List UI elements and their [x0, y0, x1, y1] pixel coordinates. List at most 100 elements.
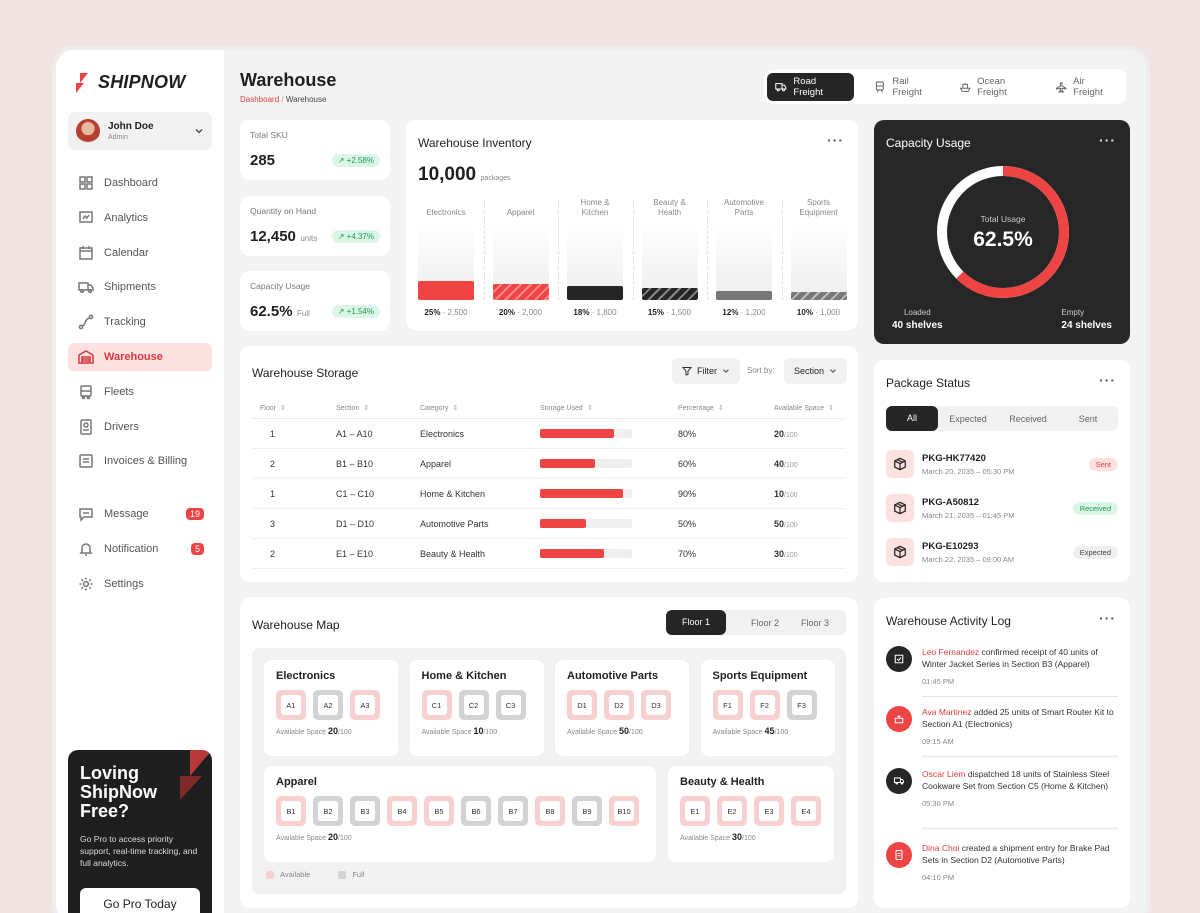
shelf-slot[interactable]: A1: [276, 690, 306, 720]
zone-available: Available Space 10/100: [422, 726, 532, 736]
more-options-icon[interactable]: ···: [827, 132, 844, 148]
activity-user[interactable]: Dina Choi: [922, 843, 960, 853]
shelf-slot[interactable]: B9: [572, 796, 602, 826]
shelf-slot[interactable]: C2: [458, 690, 489, 720]
breadcrumb-dashboard[interactable]: Dashboard: [240, 95, 280, 104]
column-header[interactable]: Floor ⇕: [252, 398, 328, 419]
filter-button[interactable]: Filter: [672, 358, 740, 384]
table-row[interactable]: 2 B1 – B10 Apparel 60% 40/100: [252, 448, 846, 479]
shelf-slot[interactable]: E3: [754, 796, 784, 826]
table-row[interactable]: 1 A1 – A10 Electronics 80% 20/100: [252, 418, 846, 449]
shelf-slot[interactable]: B8: [535, 796, 565, 826]
shelf-slot[interactable]: D3: [641, 690, 671, 720]
tab-received[interactable]: Received: [1009, 413, 1047, 424]
document-icon: [895, 849, 903, 861]
zone-card[interactable]: Apparel B1 B2 B3 B4 B5 B6 B7 B8 B9 B10 Available Sp…: [264, 766, 656, 862]
user-menu[interactable]: John Doe Admin: [68, 112, 212, 150]
shelf-slot[interactable]: B1: [276, 796, 306, 826]
tab-air-freight[interactable]: Air Freight: [1047, 73, 1123, 101]
tab-ocean-freight[interactable]: Ocean Freight: [951, 73, 1043, 101]
sidebar-item-notification[interactable]: Notification 5: [68, 535, 212, 563]
go-pro-button[interactable]: Go Pro Today: [80, 888, 200, 913]
zone-card[interactable]: Sports Equipment F1 F2 F3 Available Space 45…: [700, 660, 835, 756]
activity-item[interactable]: Leo Fernandez confirmed receipt of 40 un…: [886, 646, 1118, 697]
zone-card[interactable]: Beauty & Health E1 E2 E3 E4 Available Space 3…: [668, 766, 834, 862]
shelf-slot[interactable]: E2: [717, 796, 747, 826]
more-options-icon[interactable]: ···: [1099, 610, 1116, 626]
column-header[interactable]: Category ⇕: [412, 398, 532, 419]
column-header[interactable]: Section ⇕: [328, 398, 412, 419]
package-item[interactable]: PKG-A50812 March 21, 2035 – 01:45 PM Recei…: [886, 490, 1118, 526]
tab-all[interactable]: All: [886, 406, 938, 431]
sort-select[interactable]: Section: [784, 358, 848, 384]
tab-floor-2[interactable]: Floor 2: [750, 617, 779, 628]
shelf-slot[interactable]: B5: [424, 796, 454, 826]
more-options-icon[interactable]: ···: [1099, 132, 1116, 148]
sidebar-item-label: Message: [104, 508, 149, 520]
shelf-slot[interactable]: B6: [461, 796, 491, 826]
shelf-slot[interactable]: D1: [567, 690, 597, 720]
zone-slots: B1 B2 B3 B4 B5 B6 B7 B8 B9 B10: [276, 796, 644, 826]
column-header[interactable]: Percentage ⇕: [670, 398, 766, 419]
more-options-icon[interactable]: ···: [1099, 372, 1116, 388]
tab-rail-freight[interactable]: Rail Freight: [866, 73, 947, 101]
activity-item[interactable]: Dina Choi created a shipment entry for B…: [886, 842, 1118, 882]
activity-user[interactable]: Oscar Liem: [922, 769, 966, 779]
package-item[interactable]: PKG-HK77420 March 20, 2035 – 05:30 PM Sent: [886, 446, 1118, 482]
activity-user[interactable]: Leo Fernandez: [922, 647, 980, 657]
shelf-slot[interactable]: C3: [495, 690, 526, 720]
shelf-slot[interactable]: B4: [387, 796, 417, 826]
sidebar-item-fleets[interactable]: Fleets: [68, 378, 212, 406]
sidebar-item-message[interactable]: Message 19: [68, 500, 212, 528]
shelf-slot[interactable]: D2: [604, 690, 634, 720]
sidebar-item-analytics[interactable]: Analytics: [68, 204, 212, 232]
tab-road-freight[interactable]: Road Freight: [767, 73, 854, 101]
activity-item[interactable]: Oscar Liem dispatched 18 units of Stainl…: [886, 768, 1118, 829]
tab-expected[interactable]: Expected: [949, 413, 987, 424]
zone-card[interactable]: Home & Kitchen C1 C2 C3 Available Space 10/1…: [409, 660, 544, 756]
shelf-slot[interactable]: B3: [350, 796, 380, 826]
shelf-slot[interactable]: E4: [791, 796, 821, 826]
tab-floor-1[interactable]: Floor 1: [666, 610, 726, 635]
map-card: Warehouse Map Floor 1 Floor 2 Floor 3 Elec…: [240, 598, 858, 908]
column-header[interactable]: Storage Used ⇕: [532, 398, 670, 419]
inventory-value: 15% · 1,500: [647, 308, 692, 317]
activity-description: dispatched 18 units of Stainless Steel C…: [922, 769, 1110, 791]
sidebar-item-calendar[interactable]: Calendar: [68, 239, 212, 267]
sidebar-item-warehouse[interactable]: Warehouse: [68, 343, 212, 371]
shelf-slot[interactable]: E1: [680, 796, 710, 826]
zone-card[interactable]: Electronics A1 A2 A3 Available Space 20/100: [264, 660, 398, 756]
shelf-slot[interactable]: F2: [749, 690, 780, 720]
available-total: /100: [338, 729, 352, 736]
storage-card: Warehouse Storage Filter Sort by: Sectio…: [240, 346, 858, 582]
sidebar-item-dashboard[interactable]: Dashboard: [68, 169, 212, 197]
activity-user[interactable]: Ava Martinez: [922, 707, 972, 717]
shelf-slot[interactable]: F1: [712, 690, 743, 720]
shelf-slot[interactable]: A3: [350, 690, 380, 720]
sidebar-item-tracking[interactable]: Tracking: [68, 308, 212, 336]
tab-floor-3[interactable]: Floor 3: [800, 617, 829, 628]
sidebar-item-invoices-billing[interactable]: Invoices & Billing: [68, 447, 212, 475]
floor-tabs: Floor 1 Floor 2 Floor 3: [666, 610, 846, 635]
shelf-slot[interactable]: A2: [313, 690, 343, 720]
column-header[interactable]: Available Space ⇕: [766, 398, 846, 419]
divider: [922, 756, 1118, 757]
shelf-slot[interactable]: C1: [421, 690, 452, 720]
shelf-slot[interactable]: B10: [609, 796, 639, 826]
table-row[interactable]: 3 D1 – D10 Automotive Parts 50% 50/100: [252, 508, 846, 539]
sidebar-item-shipments[interactable]: Shipments: [68, 273, 212, 301]
activity-item[interactable]: Ava Martinez added 25 units of Smart Rou…: [886, 706, 1118, 757]
slot-label: E2: [722, 801, 742, 821]
shelf-slot[interactable]: B2: [313, 796, 343, 826]
available-label: Available Space: [421, 729, 472, 736]
zone-card[interactable]: Automotive Parts D1 D2 D3 Available Space 50…: [555, 660, 689, 756]
sidebar-item-drivers[interactable]: Drivers: [68, 413, 212, 441]
brand[interactable]: SHIPNOW: [74, 72, 185, 93]
table-row[interactable]: 2 E1 – E10 Beauty & Health 70% 30/100: [252, 538, 846, 569]
table-row[interactable]: 1 C1 – C10 Home & Kitchen 90% 10/100: [252, 478, 846, 509]
shelf-slot[interactable]: B7: [498, 796, 528, 826]
tab-sent[interactable]: Sent: [1078, 413, 1098, 424]
shelf-slot[interactable]: F3: [786, 690, 817, 720]
package-item[interactable]: PKG-E10293 March 22, 2035 – 09:00 AM Expec…: [886, 534, 1118, 570]
sidebar-item-settings[interactable]: Settings: [68, 570, 212, 598]
